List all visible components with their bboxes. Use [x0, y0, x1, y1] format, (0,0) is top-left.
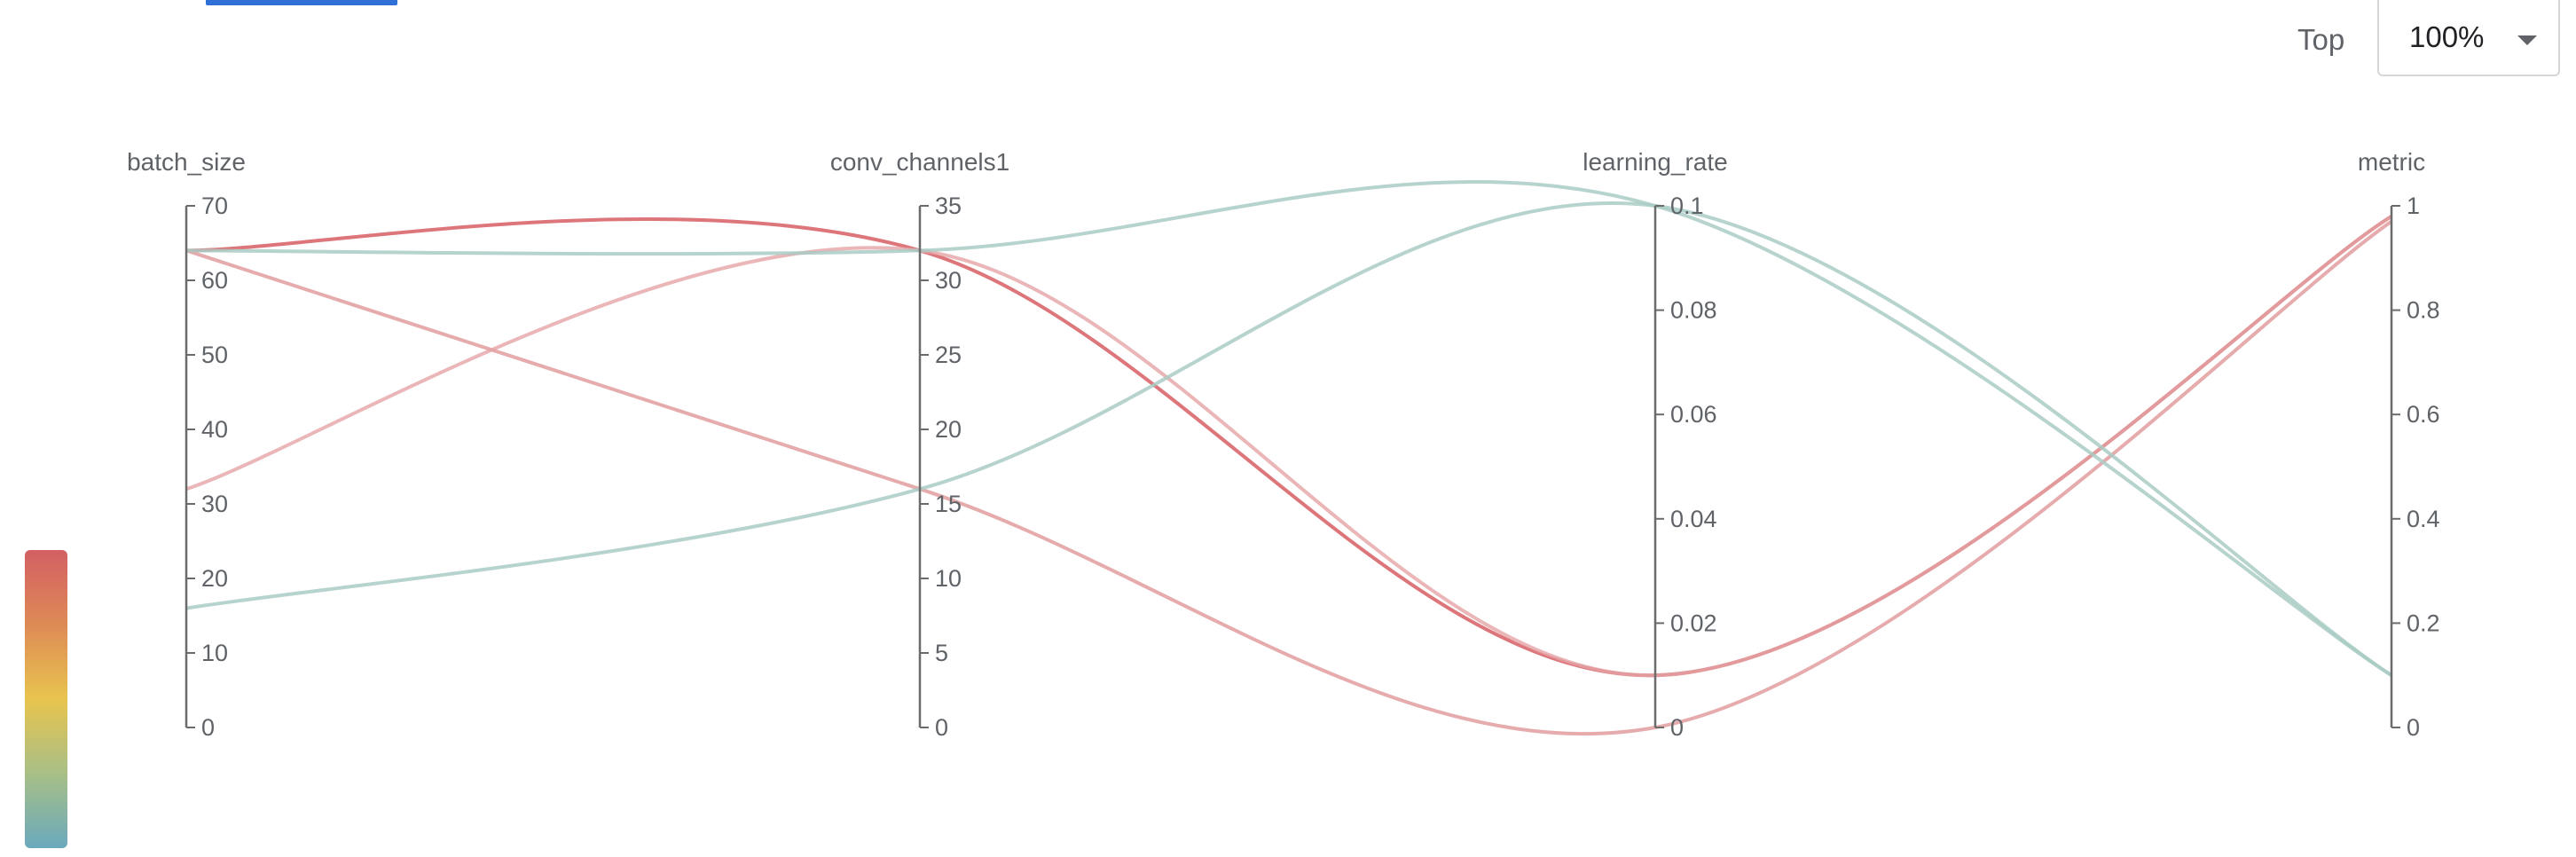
tick-label: 0.04: [1670, 506, 1717, 532]
axis-learning-rate[interactable]: learning_rate 0 0.02 0.04 0.06 0.08 0.1: [1583, 148, 1727, 741]
tick-label: 0: [935, 714, 948, 741]
tick-label: 40: [201, 416, 228, 443]
tick-label: 25: [935, 342, 962, 368]
data-line[interactable]: [185, 180, 2393, 677]
tick-label: 10: [935, 565, 962, 592]
data-line[interactable]: [185, 219, 2393, 736]
tick-label: 10: [201, 640, 228, 666]
axis-title: metric: [2358, 148, 2425, 176]
tick-label: 0.4: [2407, 506, 2440, 532]
tick-label: 30: [935, 267, 962, 294]
tick-label: 35: [935, 193, 962, 219]
axis-batch-size[interactable]: batch_size 0 10 20 30 40 50 60 70: [127, 148, 246, 741]
tick-label: 0.6: [2407, 401, 2440, 428]
tick-label: 70: [201, 193, 228, 219]
tick-label: 20: [201, 565, 228, 592]
tick-label: 0.1: [1670, 193, 1704, 219]
tick-label: 0.02: [1670, 609, 1717, 636]
tick-label: 1: [2407, 193, 2420, 219]
top-percent-value: 100%: [2409, 20, 2485, 53]
axes: batch_size010203040506070conv_channels10…: [127, 148, 2439, 741]
tick-label: 0: [1670, 714, 1684, 741]
axis-title: learning_rate: [1583, 148, 1727, 176]
color-scale-bar: [25, 550, 67, 848]
axis-title: batch_size: [127, 148, 246, 176]
tick-label: 50: [201, 342, 228, 368]
data-line[interactable]: [185, 215, 2393, 678]
top-label: Top: [2297, 23, 2345, 56]
axis-metric[interactable]: metric 0 0.2 0.4 0.6 0.8 1: [2358, 148, 2440, 741]
top-percent-select[interactable]: 100%: [2377, 0, 2560, 76]
tick-label: 5: [935, 640, 948, 666]
tick-label: 60: [201, 267, 228, 294]
data-lines: [185, 180, 2393, 736]
tick-label: 0: [2407, 714, 2420, 741]
tick-label: 0.08: [1670, 297, 1717, 324]
data-line[interactable]: [185, 215, 2393, 678]
tick-label: 0: [201, 714, 215, 741]
tick-label: 0.2: [2407, 609, 2440, 636]
tick-label: 30: [201, 491, 228, 517]
tick-label: 0.06: [1670, 401, 1717, 428]
axis-conv-channels1[interactable]: conv_channels1 0 5 10 15 20 25 30 35: [830, 148, 1009, 741]
tick-label: 0.8: [2407, 297, 2440, 324]
data-line[interactable]: [185, 201, 2393, 677]
tick-label: 20: [935, 416, 962, 443]
axis-title: conv_channels1: [830, 148, 1009, 176]
chevron-down-icon: [2517, 35, 2537, 45]
tick-label: 15: [935, 491, 962, 517]
active-tab-indicator: [206, 0, 397, 5]
